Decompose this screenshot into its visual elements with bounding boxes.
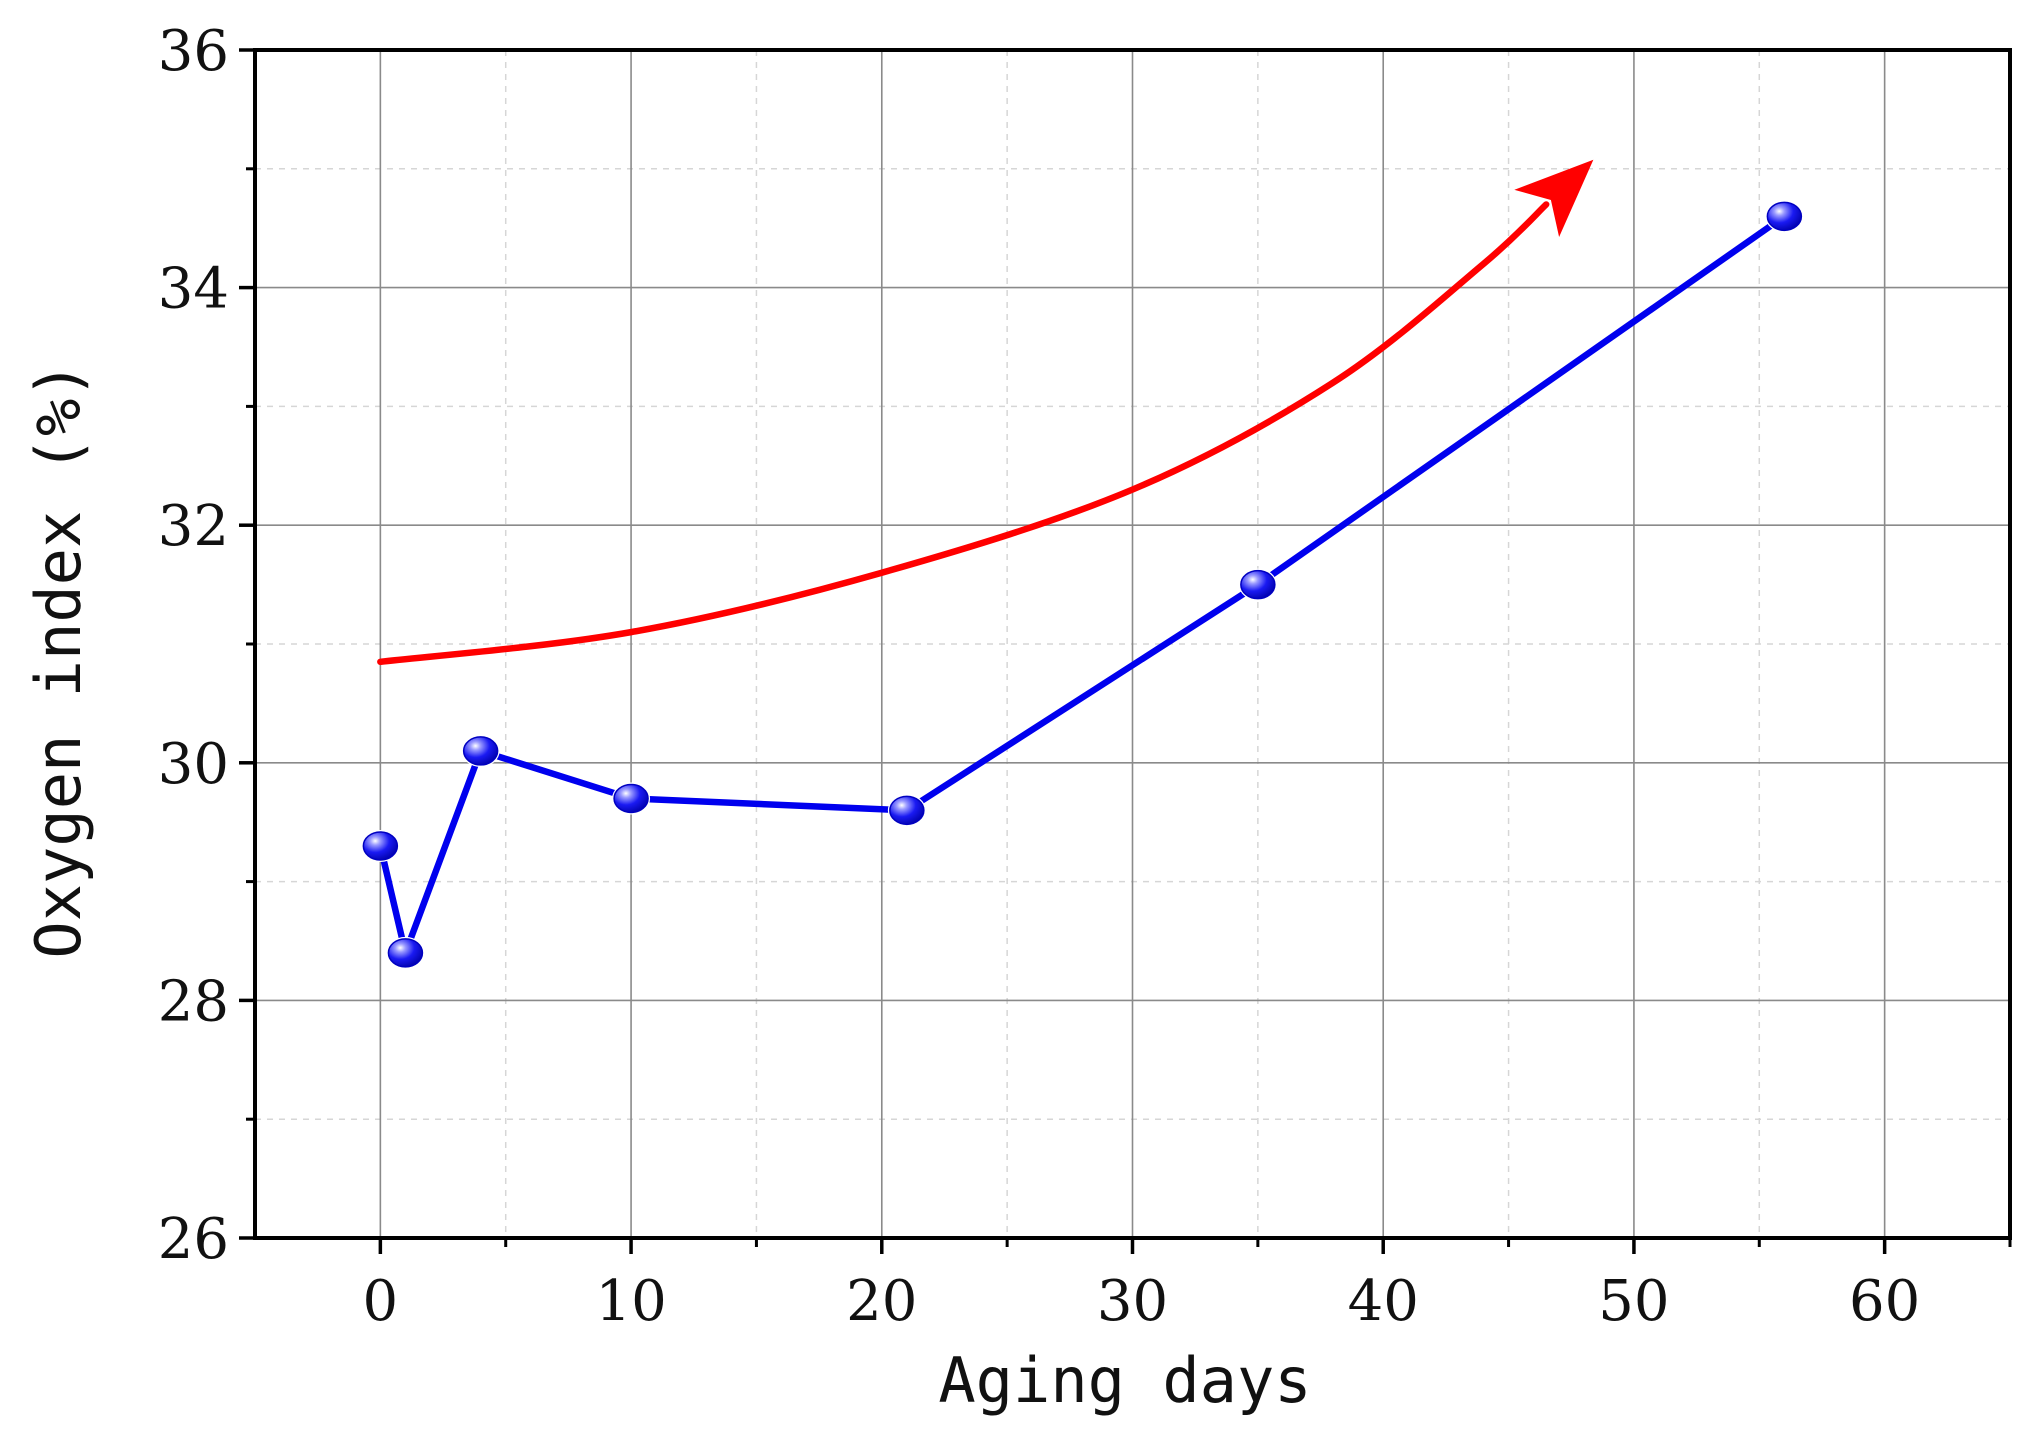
y-tick-label: 26: [158, 1207, 229, 1272]
trend-arrow: [377, 159, 1594, 666]
y-tick-label: 32: [158, 494, 229, 559]
x-tick-label: 10: [595, 1269, 666, 1334]
x-tick-label: 30: [1097, 1269, 1168, 1334]
tick-labels: 0 10 20 30 40 50 60 26 28 30 32 34 36: [158, 19, 1921, 1334]
trend-arrow-layer: [377, 159, 1594, 666]
y-tick-label: 34: [158, 257, 229, 322]
y-tick-label: 28: [158, 969, 229, 1034]
ticks: [239, 48, 2012, 1254]
data-point: [613, 783, 649, 814]
data-point: [1240, 569, 1276, 600]
series-line: [377, 213, 1788, 957]
x-axis-title: Aging days: [938, 1344, 1311, 1417]
data-point: [462, 736, 499, 766]
data-point: [387, 938, 424, 968]
y-axis-title: Oxygen index (%): [22, 361, 95, 958]
series-layer: [361, 200, 1804, 969]
y-tick-label: 30: [158, 732, 229, 797]
x-tick-label: 20: [846, 1269, 917, 1334]
x-tick-label: 40: [1348, 1269, 1419, 1334]
x-tick-label: 60: [1849, 1269, 1920, 1334]
x-tick-label: 50: [1598, 1269, 1669, 1334]
data-point: [889, 795, 925, 826]
x-tick-label: 0: [363, 1269, 399, 1334]
data-point: [362, 831, 399, 861]
data-point: [1766, 201, 1803, 232]
y-tick-label: 36: [158, 19, 229, 84]
